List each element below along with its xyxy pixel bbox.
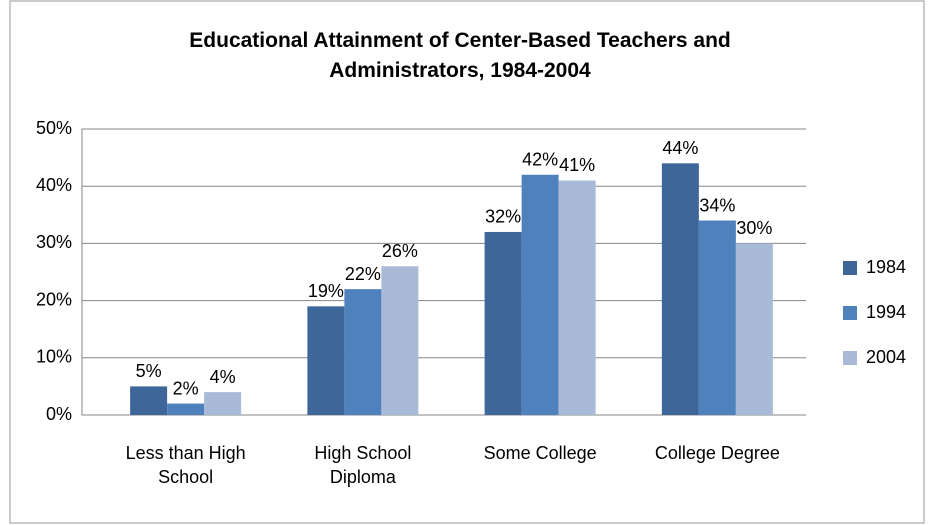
bar xyxy=(130,386,168,415)
bar xyxy=(661,163,699,415)
data-label: 34% xyxy=(699,195,735,215)
bar xyxy=(521,174,559,415)
bar xyxy=(558,180,596,415)
data-label: 41% xyxy=(559,155,595,175)
data-label: 22% xyxy=(345,264,381,284)
x-label-box: Some College xyxy=(483,443,597,463)
x-tick-label: Less than High School xyxy=(125,443,246,487)
legend-label: 1994 xyxy=(866,302,906,322)
y-tick-label: 50% xyxy=(36,118,72,138)
y-tick-label: 20% xyxy=(36,289,72,309)
legend-label: 1984 xyxy=(866,257,906,277)
x-label-box: Less than High School xyxy=(125,443,246,487)
data-label: 19% xyxy=(308,281,344,301)
bar xyxy=(167,403,205,415)
title-box: Educational Attainment of Center-Based T… xyxy=(189,29,731,82)
bar xyxy=(484,231,522,415)
bar xyxy=(381,266,419,415)
data-label: 2% xyxy=(173,378,199,398)
y-tick-label: 10% xyxy=(36,347,72,367)
data-label: 4% xyxy=(210,367,236,387)
bar xyxy=(344,289,382,415)
data-label: 30% xyxy=(736,218,772,238)
x-label-box: College Degree xyxy=(654,443,780,463)
bar xyxy=(307,306,345,415)
data-label: 5% xyxy=(136,361,162,381)
x-label-box: High School Diploma xyxy=(314,443,412,487)
legend-swatch xyxy=(843,306,857,320)
bar xyxy=(735,243,773,415)
x-tick-label: Some College xyxy=(483,443,597,463)
x-tick-label: College Degree xyxy=(654,443,780,463)
x-tick-label: High School Diploma xyxy=(314,443,412,487)
data-label: 26% xyxy=(382,241,418,261)
data-label: 32% xyxy=(485,207,521,227)
data-label: 42% xyxy=(522,150,558,170)
y-tick-label: 0% xyxy=(46,404,72,424)
y-tick-label: 30% xyxy=(36,232,72,252)
legend-swatch xyxy=(843,261,857,275)
y-tick-label: 40% xyxy=(36,175,72,195)
legend-swatch xyxy=(843,351,857,365)
chart-title: Educational Attainment of Center-Based T… xyxy=(189,29,731,82)
bar xyxy=(698,220,736,415)
bar xyxy=(204,392,242,415)
data-label: 44% xyxy=(662,138,698,158)
legend-label: 2004 xyxy=(866,347,906,367)
